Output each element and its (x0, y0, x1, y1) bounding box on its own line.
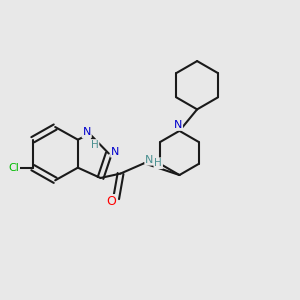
Text: H: H (154, 158, 162, 168)
Text: O: O (106, 195, 116, 208)
Text: H: H (91, 140, 98, 150)
Text: N: N (145, 155, 154, 165)
Text: Cl: Cl (8, 163, 19, 173)
Text: N: N (82, 127, 91, 137)
Text: N: N (174, 120, 182, 130)
Text: N: N (111, 147, 119, 157)
